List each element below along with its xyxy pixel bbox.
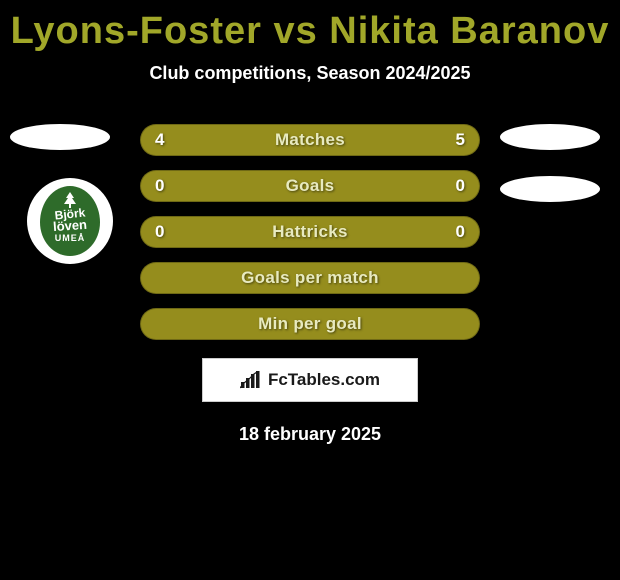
- fctables-badge[interactable]: FcTables.com: [202, 358, 418, 402]
- subtitle: Club competitions, Season 2024/2025: [0, 63, 620, 84]
- stat-row: Min per goal: [140, 308, 480, 340]
- stat-label: Matches: [275, 130, 345, 150]
- stat-right-value: 5: [456, 130, 465, 150]
- stat-right-value: 0: [456, 222, 465, 242]
- comparison-date: 18 february 2025: [0, 424, 620, 445]
- stat-row: 4 Matches 5: [140, 124, 480, 156]
- stats-area: 4 Matches 5 0 Goals 0 0 Hattricks 0 Goals per mat…: [0, 124, 620, 445]
- stat-row: Goals per match: [140, 262, 480, 294]
- stat-left-value: 0: [155, 222, 164, 242]
- stat-left-value: 4: [155, 130, 164, 150]
- stat-label: Min per goal: [258, 314, 362, 334]
- stat-row: 0 Hattricks 0: [140, 216, 480, 248]
- badge-text: FcTables.com: [268, 370, 380, 390]
- stat-label: Goals: [286, 176, 335, 196]
- stat-row: 0 Goals 0: [140, 170, 480, 202]
- page-title: Lyons-Foster vs Nikita Baranov: [0, 0, 620, 53]
- stat-label: Goals per match: [241, 268, 379, 288]
- stat-rows: 4 Matches 5 0 Goals 0 0 Hattricks 0 Goals per mat…: [140, 124, 480, 340]
- bars-icon: [240, 371, 262, 389]
- comparison-card: Lyons-Foster vs Nikita Baranov Club comp…: [0, 0, 620, 580]
- stat-left-value: 0: [155, 176, 164, 196]
- stat-label: Hattricks: [272, 222, 347, 242]
- stat-right-value: 0: [456, 176, 465, 196]
